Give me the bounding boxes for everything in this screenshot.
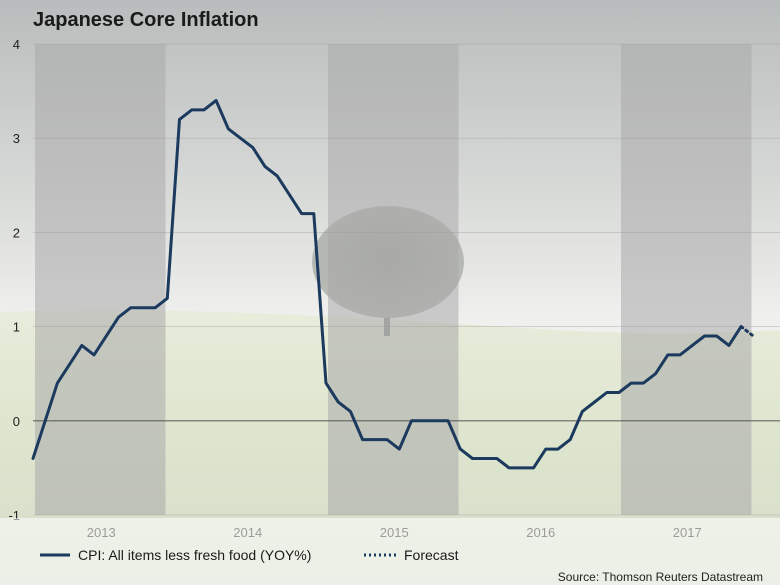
forecast-line — [739, 325, 755, 338]
legend: CPI: All items less fresh food (YOY%) Fo… — [40, 547, 459, 563]
legend-panel — [0, 518, 780, 585]
year-band-2017 — [621, 44, 752, 515]
legend-label-cpi: CPI: All items less fresh food (YOY%) — [78, 547, 311, 563]
y-tick-label: 0 — [13, 414, 20, 429]
chart-title: Japanese Core Inflation — [33, 9, 259, 31]
gridlines — [33, 43, 780, 516]
cpi-line — [31, 99, 743, 470]
y-axis-ticks: 4 3 2 1 0 -1 — [8, 37, 20, 523]
y-tick-label: 4 — [13, 37, 20, 52]
series-lines — [31, 99, 755, 470]
year-band-2015 — [328, 44, 459, 515]
y-tick-label: 3 — [13, 131, 20, 146]
year-band-2013 — [35, 44, 166, 515]
year-bands — [35, 44, 752, 515]
y-tick-label: 2 — [13, 225, 20, 240]
legend-label-forecast: Forecast — [404, 547, 459, 563]
source-note: Source: Thomson Reuters Datastream — [558, 570, 763, 584]
y-tick-label: -1 — [8, 508, 20, 523]
y-tick-label: 1 — [13, 320, 20, 335]
